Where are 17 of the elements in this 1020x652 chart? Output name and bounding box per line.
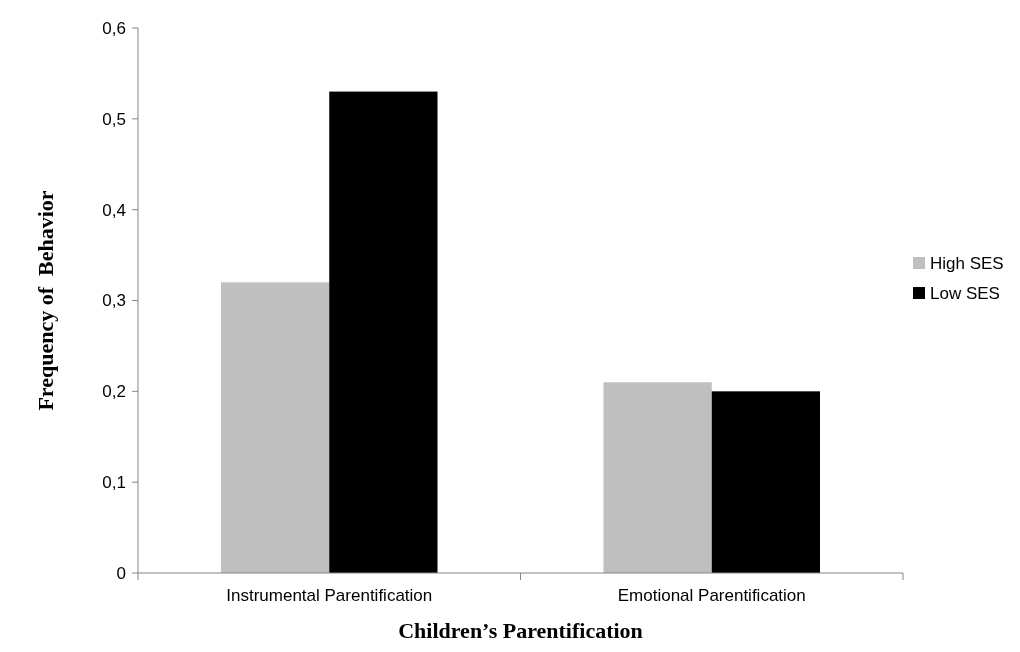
y-tick-label: 0,1 bbox=[102, 473, 126, 493]
bar bbox=[603, 382, 712, 573]
y-tick-label: 0,4 bbox=[102, 200, 126, 220]
y-tick-label: 0,5 bbox=[102, 109, 126, 129]
bar bbox=[711, 391, 820, 573]
bar bbox=[329, 91, 438, 573]
legend-label: Low SES bbox=[930, 283, 1000, 303]
x-axis-title: Children’s Parentification bbox=[398, 618, 643, 643]
x-tick-label: Instrumental Parentification bbox=[226, 586, 433, 605]
y-tick-label: 0 bbox=[116, 563, 126, 583]
y-tick-label: 0,6 bbox=[102, 18, 126, 38]
y-axis-title: Frequency of Behavior bbox=[33, 190, 58, 411]
y-tick-label: 0,2 bbox=[102, 382, 126, 402]
legend-label: High SES bbox=[930, 253, 1004, 273]
y-tick-label: 0,3 bbox=[102, 291, 126, 311]
bar bbox=[221, 282, 330, 573]
x-tick-label: Emotional Parentification bbox=[617, 586, 806, 605]
